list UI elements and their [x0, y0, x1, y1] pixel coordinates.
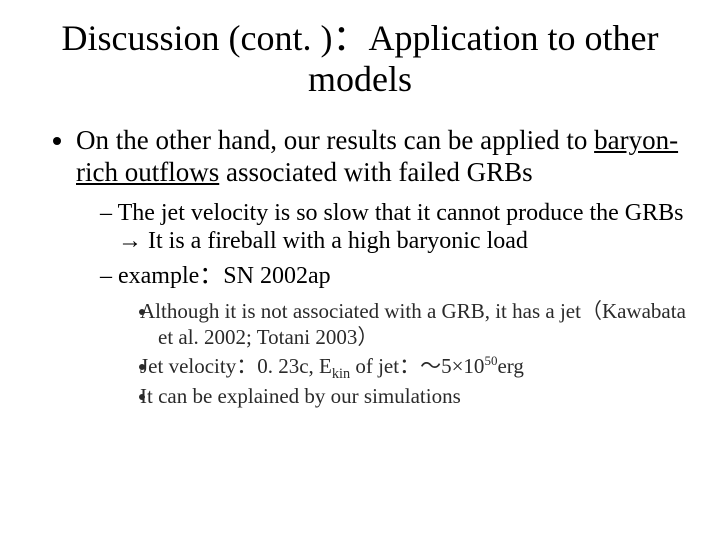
l3b-sup: 50 — [484, 353, 497, 368]
bullet-list-level1: On the other hand, our results can be ap… — [28, 125, 692, 410]
l3b-mid: of jet：〜5×10 — [350, 354, 484, 378]
slide-root: Discussion (cont. )：Application to other… — [0, 0, 720, 540]
l1-text-post: associated with failed GRBs — [219, 157, 532, 187]
bullet-l2-1: The jet velocity is so slow that it cann… — [100, 199, 692, 257]
bullet-l2-2: example：SN 2002ap Although it is not ass… — [100, 262, 692, 409]
l3b-sub: kin — [332, 366, 350, 382]
bullet-list-level2: The jet velocity is so slow that it cann… — [76, 199, 692, 410]
bullet-l1-1: On the other hand, our results can be ap… — [76, 125, 692, 410]
l3b-post: erg — [497, 354, 523, 378]
l3b-pre: Jet velocity：0. 23c, E — [140, 354, 332, 378]
bullet-l3-3: It can be explained by our simulations — [158, 384, 692, 410]
slide-title: Discussion (cont. )：Application to other… — [28, 18, 692, 101]
bullet-l3-2: Jet velocity：0. 23c, Ekin of jet：〜5×1050… — [158, 354, 692, 380]
bullet-list-level3: Although it is not associated with a GRB… — [118, 299, 692, 409]
l1-text-pre: On the other hand, our results can be ap… — [76, 125, 594, 155]
bullet-l3-1: Although it is not associated with a GRB… — [158, 299, 692, 350]
l2b-text: example：SN 2002ap — [118, 263, 331, 289]
